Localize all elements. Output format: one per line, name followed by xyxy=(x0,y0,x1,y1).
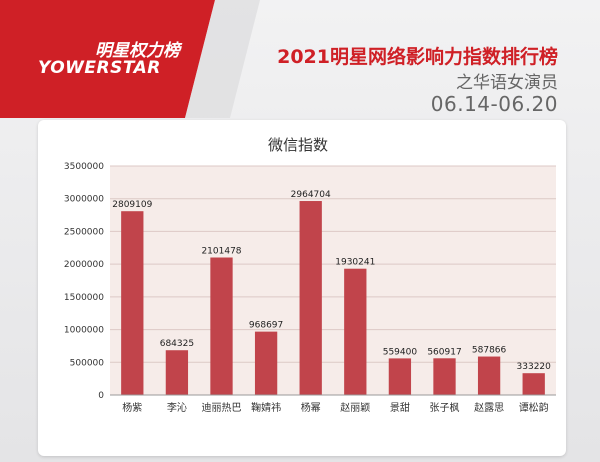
bar xyxy=(522,373,545,395)
data-label: 968697 xyxy=(249,321,283,331)
data-label: 2101478 xyxy=(201,247,241,257)
data-label: 1930241 xyxy=(335,258,375,268)
bar-chart: 微信指数 0 500000 1000000 1500000 2000000 2500000… xyxy=(64,136,556,414)
logo-chinese-text: 明星权力榜 xyxy=(95,41,180,61)
x-tick-label: 谭松韵 xyxy=(519,401,549,414)
x-tick-label: 杨紫 xyxy=(122,401,142,414)
data-label: 587866 xyxy=(472,346,507,356)
x-tick-label: 赵丽颖 xyxy=(340,401,370,414)
y-tick-label: 3000000 xyxy=(64,195,104,205)
chart-card: 微信指数 0 500000 1000000 1500000 2000000 2500000… xyxy=(38,120,566,456)
y-tick-label: 2500000 xyxy=(64,227,104,237)
data-label: 2964704 xyxy=(291,190,331,200)
bar xyxy=(210,257,233,395)
y-tick-label: 2000000 xyxy=(64,260,104,270)
y-tick-label: 1500000 xyxy=(64,293,104,303)
bar xyxy=(299,201,322,395)
bar xyxy=(165,350,189,395)
data-label: 560917 xyxy=(427,347,461,357)
bar xyxy=(433,358,456,395)
y-tick-label: 0 xyxy=(98,391,104,401)
x-tick-label: 杨幂 xyxy=(301,401,321,414)
date-range: 06.14-06.20 xyxy=(430,92,558,116)
data-label: 684325 xyxy=(160,339,194,349)
banner-red-shape xyxy=(0,0,215,118)
x-tick-label: 张子枫 xyxy=(430,401,460,414)
bar xyxy=(344,268,367,395)
bar xyxy=(388,358,412,395)
bar xyxy=(121,211,144,395)
x-tick-label: 鞠婧祎 xyxy=(251,401,281,414)
data-label: 2809109 xyxy=(112,200,152,210)
y-tick-label: 1000000 xyxy=(64,326,104,336)
logo-english-text: YOWERSTAR xyxy=(38,58,161,78)
y-tick-label: 500000 xyxy=(70,358,105,368)
bar xyxy=(254,331,278,395)
bar xyxy=(477,356,501,395)
x-tick-label: 李沁 xyxy=(167,401,187,414)
header-banner xyxy=(0,0,260,118)
data-label: 559400 xyxy=(383,347,418,357)
y-tick-label: 3500000 xyxy=(64,162,104,172)
data-label: 333220 xyxy=(517,362,552,372)
x-tick-label: 景甜 xyxy=(390,401,410,414)
page-subtitle: 之华语女演员 xyxy=(456,73,558,93)
banner-grey-stripe xyxy=(185,0,260,118)
page-title: 2021明星网络影响力指数排行榜 xyxy=(277,46,558,68)
x-tick-label: 迪丽热巴 xyxy=(202,401,242,414)
x-tick-label: 赵露思 xyxy=(474,401,504,414)
chart-title: 微信指数 xyxy=(268,136,328,154)
